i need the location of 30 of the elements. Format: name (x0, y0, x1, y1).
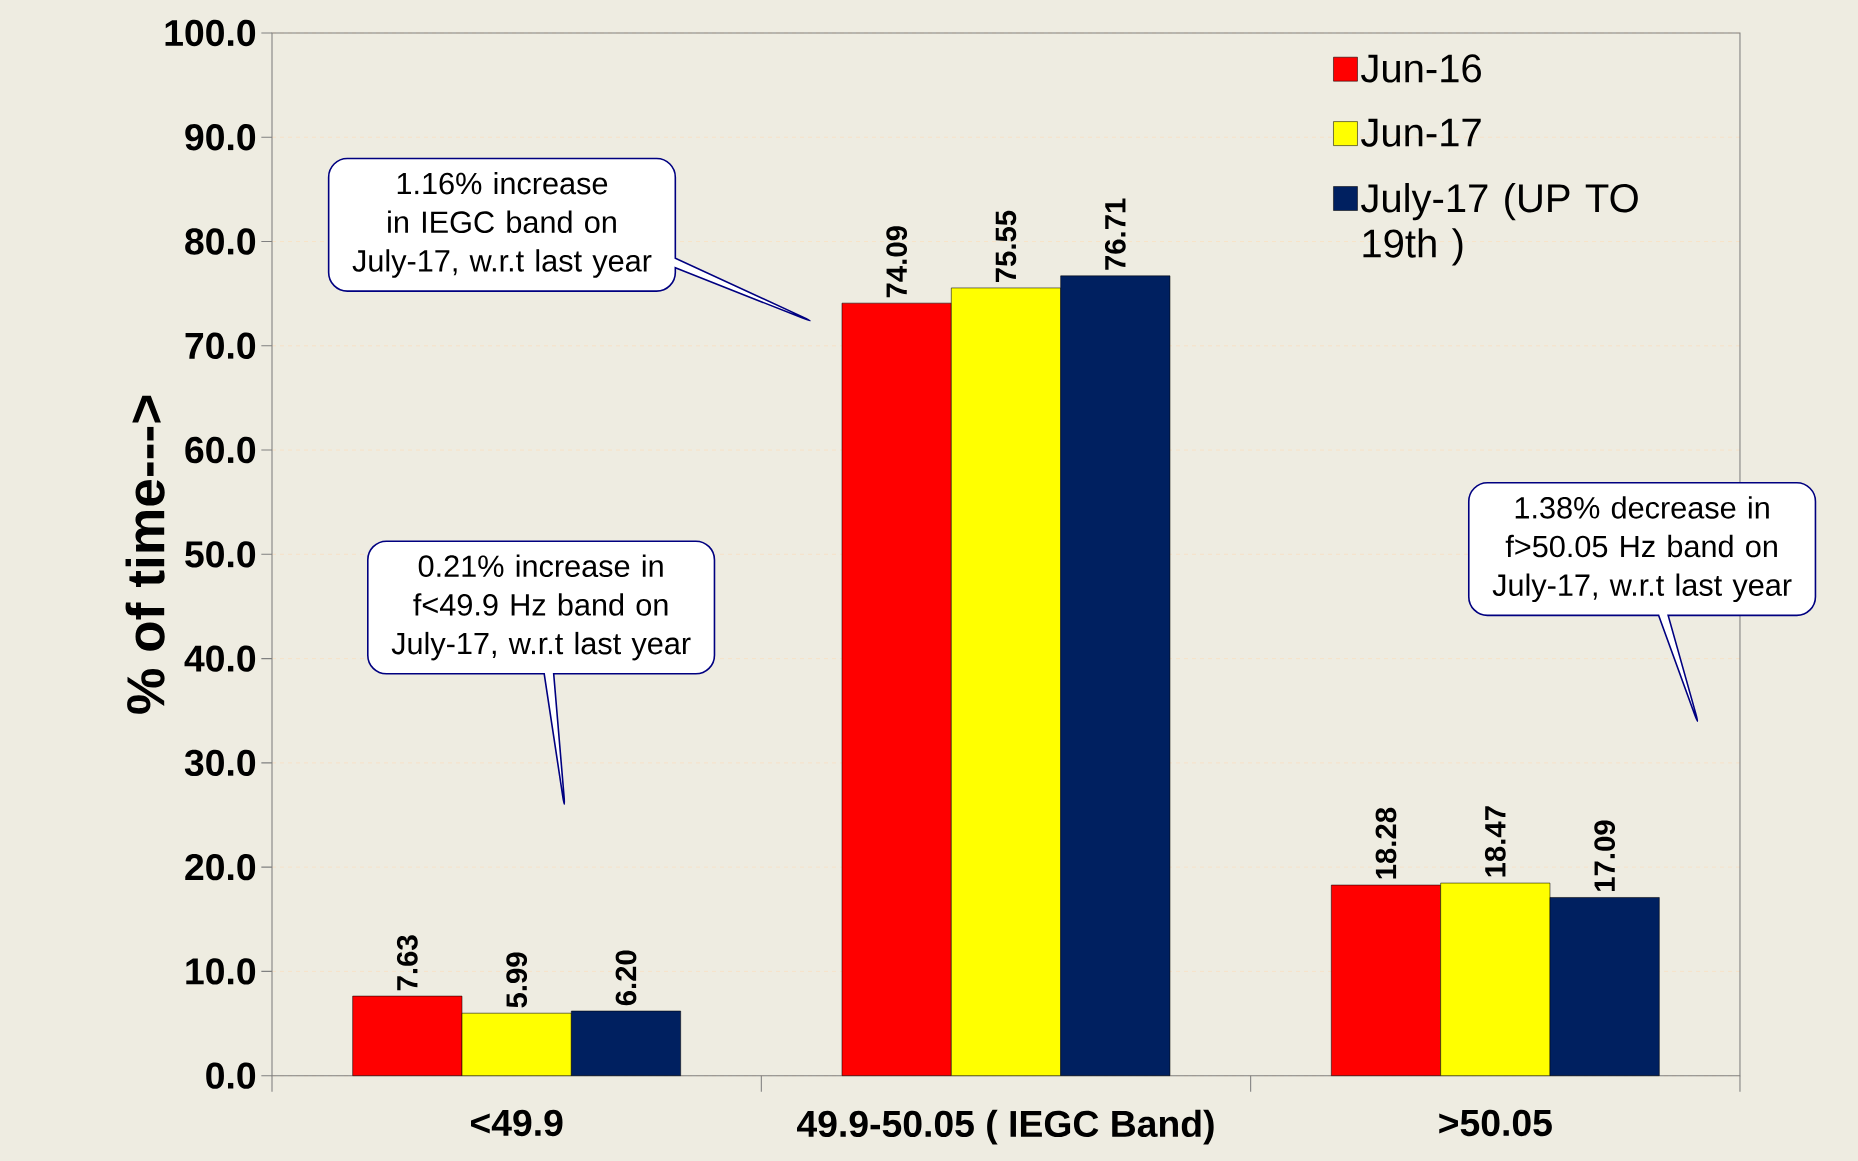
data-label: 6.20 (615, 950, 637, 1006)
y-tick-label: 70.0 (185, 332, 256, 359)
legend-label: Jun-17 (1361, 118, 1481, 147)
y-tick-label: 100.0 (165, 19, 256, 47)
y-tick-label: 50.0 (185, 541, 256, 568)
y-tick-label: 40.0 (184, 645, 256, 672)
data-label: 17.09 (1594, 820, 1616, 891)
data-label: 18.47 (1484, 806, 1506, 877)
data-label: 74.09 (886, 226, 908, 298)
legend-label: Jun-16 (1361, 54, 1481, 83)
y-axis-title: % of time---> (125, 395, 165, 714)
x-tick-label: >50.05 (1439, 1109, 1552, 1137)
data-label: 76.71 (1104, 198, 1126, 270)
annotation: 0.21% increase in f<49.9 Hz band on July-17, w.r.t last year (391, 554, 691, 661)
annotation: 1.16% increase in IEGC band on July-17, w.r.t last year (352, 171, 652, 278)
y-tick-label: 20.0 (185, 853, 256, 881)
annotation: 1.38% decrease in f>50.05 Hz band on July-17, w.r.t last year (1492, 496, 1792, 603)
data-label: 75.55 (995, 210, 1017, 282)
y-tick-label: 60.0 (185, 436, 256, 464)
legend-label: July-17 (UP TO 19th ) (1361, 183, 1638, 266)
y-tick-label: 0.0 (206, 1062, 256, 1089)
y-tick-label: 10.0 (186, 958, 256, 985)
y-tick-label: 30.0 (184, 749, 256, 777)
y-tick-label: 80.0 (185, 228, 256, 255)
x-tick-label: <49.9 (471, 1109, 563, 1137)
x-tick-label: 49.9-50.05 ( IEGC Band) (797, 1109, 1214, 1145)
data-label: 18.28 (1375, 807, 1397, 879)
data-label: 7.63 (396, 935, 418, 991)
y-tick-label: 90.0 (185, 124, 256, 151)
data-label: 5.99 (506, 952, 528, 1008)
